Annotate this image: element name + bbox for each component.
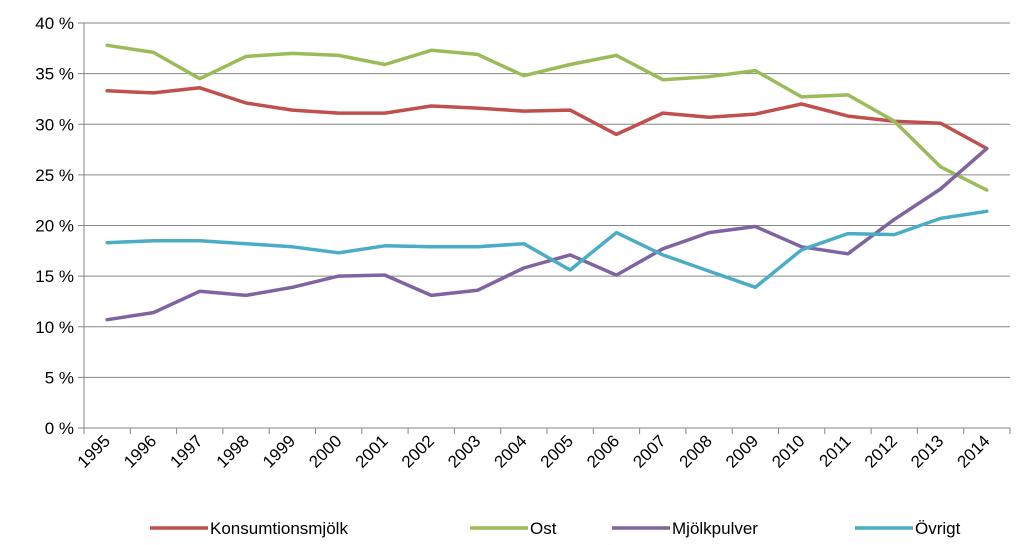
y-tick-label: 25 % — [35, 166, 74, 185]
gridlines — [84, 22, 1010, 378]
y-tick-label: 20 % — [35, 217, 74, 236]
x-tick-label: 2007 — [629, 431, 669, 471]
series-line-mjölkpulver — [105, 146, 989, 322]
x-tick-label: 2001 — [352, 431, 392, 471]
y-tick-label: 35 % — [35, 65, 74, 84]
series-line-ost — [105, 43, 989, 192]
series-line-konsumtionsmjölk — [105, 86, 989, 151]
y-tick-label: 30 % — [35, 115, 74, 134]
x-tick-label: 2010 — [768, 431, 808, 471]
x-tick-label: 2012 — [861, 431, 901, 471]
legend-label: Konsumtionsmjölk — [210, 519, 348, 538]
legend-label: Övrigt — [915, 519, 961, 538]
x-tick-label: 1998 — [213, 431, 253, 471]
x-tick-label: 2014 — [953, 431, 993, 471]
x-tick-label: 1997 — [166, 431, 206, 471]
x-tick-label: 1995 — [74, 431, 114, 471]
x-tick-label: 2009 — [722, 431, 762, 471]
y-tick-label: 15 % — [35, 267, 74, 286]
y-tick-label: 0 % — [45, 419, 74, 438]
legend-label: Mjölkpulver — [672, 519, 758, 538]
y-tick-label: 40 % — [35, 14, 74, 33]
x-axis-ticks: 1995 1996 1997 1998 1999 2000 2001 2002 2003 2004… — [74, 428, 1011, 472]
y-tick-label: 5 % — [45, 368, 74, 387]
y-tick-label: 10 % — [35, 318, 74, 337]
legend-label: Ost — [530, 519, 557, 538]
y-axis-ticks: 0 % 5 % 10 % 15 % 20 % 25 % 30 % 35 % 40 % — [35, 14, 84, 438]
x-tick-label: 2004 — [490, 431, 530, 471]
x-tick-label: 2005 — [537, 431, 577, 471]
x-tick-label: 2000 — [305, 431, 345, 471]
legend: Konsumtionsmjölk Ost Mjölkpulver Övrigt — [150, 519, 961, 538]
x-tick-label: 2008 — [676, 431, 716, 471]
x-tick-label: 1999 — [259, 431, 299, 471]
x-tick-label: 1996 — [120, 431, 160, 471]
x-tick-label: 2006 — [583, 431, 623, 471]
series-lines — [105, 43, 989, 322]
x-tick-label: 2002 — [398, 431, 438, 471]
x-tick-label: 2003 — [444, 431, 484, 471]
x-tick-label: 2011 — [815, 431, 854, 470]
series-line-övrigt — [105, 209, 989, 290]
x-tick-label: 2013 — [907, 431, 947, 471]
